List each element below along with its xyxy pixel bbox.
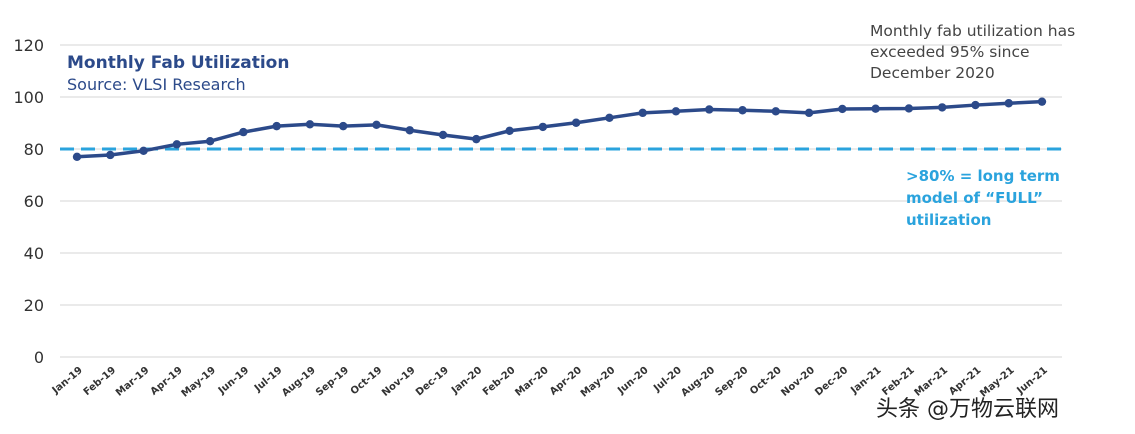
reference-line-label: >80% = long term model of “FULL” utilizati… [906, 167, 1060, 229]
data-point [771, 107, 780, 116]
x-tick-label: Sep-20 [713, 365, 750, 399]
x-tick-label: Dec-19 [414, 365, 451, 399]
x-tick-label: Mar-19 [114, 365, 152, 399]
x-tick-label: Jan-20 [449, 365, 484, 397]
x-tick-label: Feb-21 [880, 365, 917, 398]
data-point [405, 126, 414, 135]
x-tick-label: Jun-20 [615, 365, 650, 397]
data-point [738, 106, 747, 115]
data-point [705, 105, 714, 114]
data-point [1037, 97, 1047, 106]
y-tick-label-60: 60 [24, 192, 44, 211]
x-tick-label: Nov-20 [779, 365, 817, 399]
x-tick-label: Apr-21 [947, 365, 983, 398]
x-tick-label: Apr-19 [149, 365, 185, 398]
data-point [605, 113, 614, 123]
data-point [671, 107, 681, 116]
data-point [1004, 99, 1013, 108]
reference-label-line: >80% = long term [906, 167, 1060, 185]
x-tick-label: Jan-19 [50, 365, 85, 397]
x-tick-label: Dec-20 [813, 365, 850, 399]
chart-subtitle: Source: VLSI Research [67, 75, 246, 94]
y-tick-label-80: 80 [24, 140, 44, 159]
data-point [205, 137, 215, 146]
data-point [871, 104, 880, 113]
data-point [638, 108, 647, 118]
annotation-line: Monthly fab utilization has [870, 22, 1075, 40]
x-tick-label: Jun-21 [1014, 365, 1049, 397]
x-tick-label: Oct-19 [349, 365, 385, 397]
y-tick-label-40: 40 [24, 244, 44, 263]
data-point [372, 120, 381, 130]
annotation-line: December 2020 [870, 64, 995, 82]
data-point [838, 104, 847, 114]
x-tick-label: Sep-19 [314, 365, 351, 399]
data-point [305, 120, 315, 129]
data-point [472, 134, 481, 144]
x-tick-label: Feb-19 [82, 365, 119, 398]
x-tick-label: May-20 [579, 365, 617, 400]
series-group [72, 97, 1047, 161]
x-tick-label: Mar-20 [513, 365, 551, 399]
data-point [72, 152, 82, 161]
chart-title: Monthly Fab Utilization [67, 53, 289, 73]
data-point [904, 104, 914, 113]
x-tick-label: Aug-19 [280, 365, 318, 399]
data-point [804, 108, 814, 118]
data-point [505, 126, 514, 135]
x-tick-label: Aug-20 [679, 365, 717, 399]
y-tick-label-120: 120 [13, 36, 44, 55]
x-tick-label: Oct-20 [748, 365, 784, 397]
reference-label-line: utilization [906, 211, 991, 229]
data-point [571, 118, 581, 127]
y-tick-label-0: 0 [34, 348, 44, 367]
x-tick-label: Mar-21 [913, 365, 951, 399]
data-point [239, 127, 248, 137]
x-tick-label: Jun-19 [216, 365, 251, 397]
data-point [172, 140, 182, 149]
x-tick-label: Feb-20 [481, 365, 518, 398]
data-point [106, 150, 115, 160]
data-point [438, 130, 448, 140]
x-tick-label: May-19 [180, 365, 218, 400]
y-axis-ticks: 0 20 40 60 80 100 120 [13, 36, 44, 367]
x-tick-label: Apr-20 [548, 365, 584, 398]
y-tick-label-100: 100 [13, 88, 44, 107]
grid-layer [60, 44, 1062, 358]
data-point [937, 103, 947, 112]
watermark-text: 头条 @万物云联网 [876, 397, 1059, 422]
data-point [971, 100, 980, 110]
annotation-line: exceeded 95% since [870, 43, 1030, 61]
x-tick-label: May-21 [978, 365, 1016, 400]
series-line [75, 99, 1044, 159]
y-tick-label-20: 20 [24, 296, 44, 315]
data-point [538, 122, 548, 132]
reference-label-line: model of “FULL” [906, 189, 1043, 207]
annotation: Monthly fab utilization has exceeded 95% … [870, 22, 1075, 82]
data-point [339, 121, 348, 131]
data-point [272, 121, 281, 131]
x-tick-label: Nov-19 [380, 365, 418, 399]
x-tick-label: Jan-21 [848, 365, 883, 397]
data-point [139, 146, 148, 156]
